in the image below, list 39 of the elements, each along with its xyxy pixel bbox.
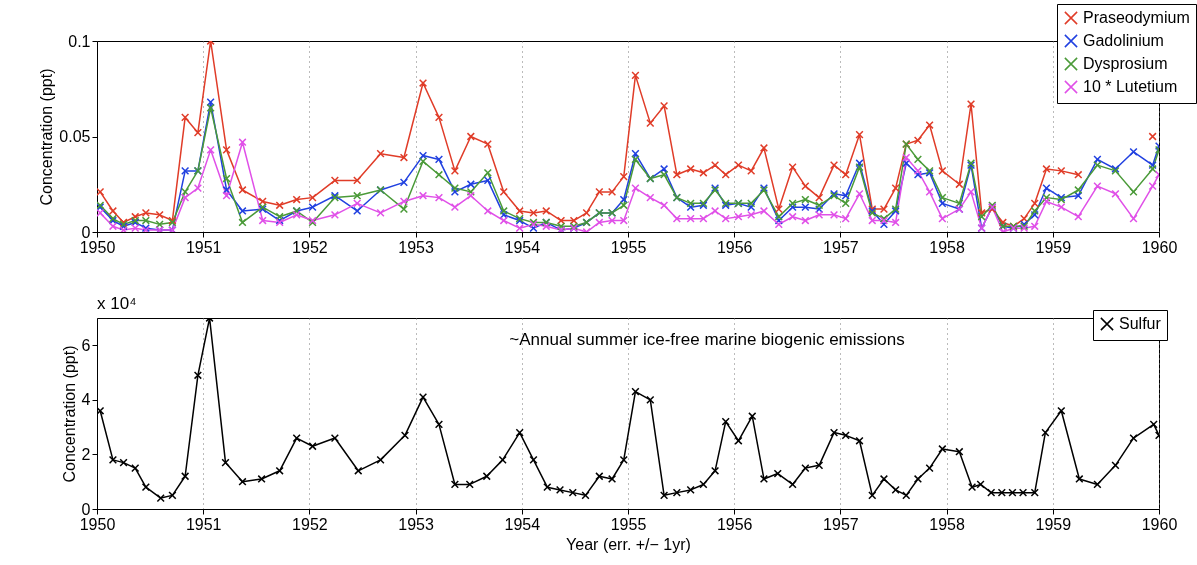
x-tick-label: 1952 — [292, 515, 328, 533]
y-tick-label: 2 — [81, 445, 91, 463]
x-tick-label: 1954 — [504, 515, 541, 533]
y-tick-label: 4 — [81, 391, 91, 409]
x-tick-label: 1953 — [398, 238, 434, 256]
x-tick-label: 1956 — [716, 238, 753, 256]
legend-label: Dysprosium — [1083, 55, 1168, 72]
x-tick-label: 1957 — [823, 515, 859, 533]
x-tick-label: 1960 — [1141, 515, 1178, 533]
x-tick-label: 1956 — [716, 515, 753, 533]
x-tick-label: 1960 — [1141, 238, 1178, 256]
x-tick-label: 1958 — [929, 238, 965, 256]
y-tick-label: 6 — [81, 336, 91, 354]
x-tick-label: 1951 — [185, 238, 222, 256]
legend-label: Sulfur — [1119, 315, 1162, 332]
text: x 10⁴ — [97, 294, 137, 313]
x-tick-label: 1955 — [610, 238, 647, 256]
x-tick-label: 1959 — [1035, 238, 1072, 256]
x-tick-label: 1950 — [79, 238, 116, 256]
x-tick-label: 1953 — [398, 515, 434, 533]
y-tick-label: 0.05 — [59, 128, 91, 145]
x-axis-title: Year (err. +/− 1yr) — [566, 535, 691, 553]
x-tick-label: 1952 — [292, 238, 328, 256]
x-tick-label: 1950 — [79, 515, 116, 533]
x-tick-label: 1957 — [823, 238, 859, 256]
x-tick-label: 1959 — [1035, 515, 1072, 533]
x-tick-label: 1958 — [929, 515, 965, 533]
x-tick-label: 1955 — [610, 515, 647, 533]
annotation: ~Annual summer ice-free marine biogenic emissions — [509, 330, 905, 349]
y-tick-label: 0.1 — [68, 32, 91, 50]
legend-label: 10 * Lutetium — [1083, 78, 1178, 95]
legend-label: Gadolinium — [1083, 32, 1164, 49]
y-axis-title: Concentration (ppt) — [60, 345, 78, 483]
x-tick-label: 1951 — [185, 515, 222, 533]
legend-label: Praseodymium — [1083, 9, 1190, 26]
y-axis-title: Concentration (ppt) — [38, 68, 56, 206]
x-tick-label: 1954 — [504, 238, 541, 256]
y-tick-label: 0 — [81, 223, 91, 241]
y-tick-label: 0 — [81, 500, 91, 518]
